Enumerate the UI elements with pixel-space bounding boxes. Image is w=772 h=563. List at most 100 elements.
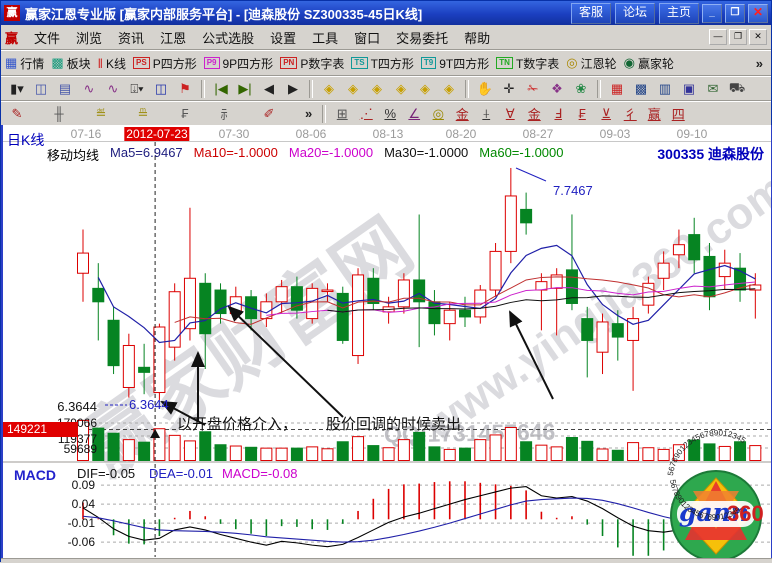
four-tool-icon[interactable]: 四 (671, 107, 685, 122)
ma10-value: Ma10=-1.0000 (193, 145, 278, 160)
gold-grid-1-icon[interactable]: ≝ (95, 105, 107, 121)
drawing-toolbar-overflow[interactable]: » (305, 106, 313, 121)
stock-name-label: 300335 迪森股份 (657, 146, 764, 162)
mail-icon[interactable]: ✉ (707, 80, 719, 96)
cut-tool-icon[interactable]: ✁ (527, 80, 539, 96)
candle-type-dropdown-icon[interactable]: ▮▾ (10, 80, 24, 96)
flip-tool-icon[interactable]: Ⅎ (554, 105, 562, 121)
menu-公式选股[interactable]: 公式选股 (202, 30, 255, 46)
menu-资讯[interactable]: 资讯 (118, 30, 145, 46)
gann-diamond-x-icon[interactable]: ◈ (396, 80, 406, 96)
report-icon[interactable]: ▥ (658, 80, 672, 96)
gold-fan-icon[interactable]: 金 (527, 107, 541, 122)
wheel-small-icon[interactable]: ◎ (432, 105, 444, 121)
v-tool-icon[interactable]: ⊻ (601, 105, 611, 121)
kline-chart-svg[interactable]: gann360567890123456789012345567890123456… (1, 125, 772, 563)
crosshair-tool-icon[interactable]: ✛ (503, 80, 515, 96)
chart-9-icon[interactable]: ∿ (107, 80, 119, 96)
gann-diamond-grid-icon[interactable]: ◈ (444, 80, 454, 96)
gann-diamond-h-icon[interactable]: ◈ (372, 80, 382, 96)
date-label: 07-30 (218, 127, 250, 141)
menu-工具[interactable]: 工具 (312, 30, 339, 46)
toolbar-t-square[interactable]: TS T四方形 (351, 55, 414, 72)
pen-2-icon[interactable]: ✐ (263, 105, 275, 121)
macd-axis-label: -0.01 (67, 516, 95, 530)
fan-red-icon[interactable]: ⋰ (359, 105, 373, 121)
hand-tool-icon[interactable]: ✋ (476, 80, 494, 96)
toolbar-separator (322, 104, 327, 123)
child-restore-button[interactable]: ❐ (729, 29, 747, 45)
minimize-button[interactable]: _ (702, 3, 722, 23)
chi-tool-icon[interactable]: 彳 (623, 107, 637, 122)
menu-文件[interactable]: 文件 (34, 30, 61, 46)
macd-panel-label: MACD (14, 467, 56, 483)
gold-line-icon[interactable]: 金 (455, 107, 469, 122)
toolbar-overflow-chevron[interactable]: » (755, 55, 763, 71)
leaf-tool-icon[interactable]: ❀ (575, 80, 587, 96)
angle-tool-icon[interactable]: ∠ (408, 105, 421, 121)
gann-diamond-v-icon[interactable]: ◈ (420, 80, 430, 96)
brush-tool-icon[interactable]: ✎ (11, 105, 23, 121)
menu-江恩[interactable]: 江恩 (160, 30, 187, 46)
toolbar-9p-square[interactable]: P9 9P四方形 (203, 55, 274, 72)
customer-service-button[interactable]: 客服 (570, 2, 611, 24)
channel-tool-icon[interactable]: ⍭ (482, 105, 491, 121)
gann-diamond-right-icon[interactable]: ◈ (348, 80, 358, 96)
flag-tool-icon[interactable]: ⚑ (179, 80, 191, 96)
zoom-region-icon[interactable]: ◫ (34, 80, 48, 96)
toolbar-p-square[interactable]: PS P四方形 (133, 55, 197, 72)
title-bar: 赢 赢家江恩专业版 [赢家内部服务平台] - [迪森股份 SZ300335-45… (1, 1, 771, 25)
toolbar-kline[interactable]: ‖ K线 (98, 55, 126, 72)
9p-square-label: 9P四方形 (222, 56, 274, 71)
marker-dropdown-icon[interactable]: ⍗▾ (130, 80, 144, 96)
quotes-icon: ▦ (5, 55, 18, 70)
maximize-button[interactable]: ❐ (725, 3, 745, 23)
chart-3-icon[interactable]: ∿ (83, 80, 95, 96)
percent-tool-icon[interactable]: % (384, 106, 397, 121)
transfer-icon[interactable]: ⛟ (728, 79, 746, 95)
date-label: 09-03 (599, 127, 631, 141)
calculator-icon[interactable]: ▩ (634, 80, 648, 96)
info-pane-icon[interactable]: ▤ (58, 80, 72, 96)
f-grid-icon[interactable]: ₣ (181, 106, 189, 121)
gold-grid-2-icon[interactable]: ≞ (137, 105, 149, 121)
toolbar-p-table[interactable]: PN P数字表 (280, 55, 344, 72)
home-button[interactable]: 主页 (658, 2, 699, 24)
toolbar-t-table[interactable]: TN T数字表 (496, 55, 559, 72)
first-bar-icon[interactable]: |◀ (214, 80, 228, 96)
net-tool-icon[interactable]: ❖ (551, 80, 563, 96)
win-tool-icon[interactable]: 赢 (647, 107, 661, 122)
menu-设置[interactable]: 设置 (270, 30, 297, 46)
next-bar-icon[interactable]: ▶ (288, 80, 298, 96)
calendar-icon[interactable]: ▦ (610, 80, 624, 96)
child-close-button[interactable]: ✕ (749, 29, 767, 45)
last-bar-icon[interactable]: ▶| (238, 80, 252, 96)
toolbar-9t-square[interactable]: T9 9T四方形 (420, 55, 489, 72)
fib-tool-icon[interactable]: ₣ (578, 106, 586, 121)
menu-交易委托[interactable]: 交易委托 (396, 30, 449, 46)
save-icon[interactable]: ▣ (682, 80, 696, 96)
grid-tool-icon[interactable]: ╫ (54, 106, 64, 121)
menu-浏览[interactable]: 浏览 (76, 30, 103, 46)
toolbar-quotes[interactable]: ▦ 行情 (5, 55, 44, 72)
toolbar-winner-wheel[interactable]: ◉ 赢家轮 (624, 55, 674, 72)
date-label: 08-27 (522, 127, 554, 141)
close-button[interactable]: ✕ (748, 3, 768, 23)
prev-bar-icon[interactable]: ◀ (264, 80, 274, 96)
toolbar-sectors[interactable]: ▩ 板块 (51, 55, 90, 72)
panel-period-label: 日K线 (7, 132, 45, 148)
box-tool-icon[interactable]: ⊞ (336, 105, 348, 121)
window-title: 赢家江恩专业版 [赢家内部服务平台] - [迪森股份 SZ300335-45日K… (25, 6, 423, 22)
gann-diamond-left-icon[interactable]: ◈ (324, 80, 334, 96)
forum-button[interactable]: 论坛 (614, 2, 655, 24)
menu-窗口[interactable]: 窗口 (354, 30, 381, 46)
zoom-region-alt-icon[interactable]: ◫ (154, 80, 168, 96)
wan-grid-icon[interactable]: ⺬ (220, 107, 234, 122)
gann360-logo: gann360567890123456789012345567890123456… (666, 428, 764, 562)
menu-帮助[interactable]: 帮助 (464, 30, 491, 46)
arc-tool-icon[interactable]: ∀ (505, 105, 515, 121)
sectors-label: 板块 (66, 56, 91, 71)
child-minimize-button[interactable]: — (709, 29, 727, 45)
date-label: 07-16 (70, 127, 102, 141)
toolbar-gann-wheel[interactable]: ◎ 江恩轮 (566, 55, 616, 72)
